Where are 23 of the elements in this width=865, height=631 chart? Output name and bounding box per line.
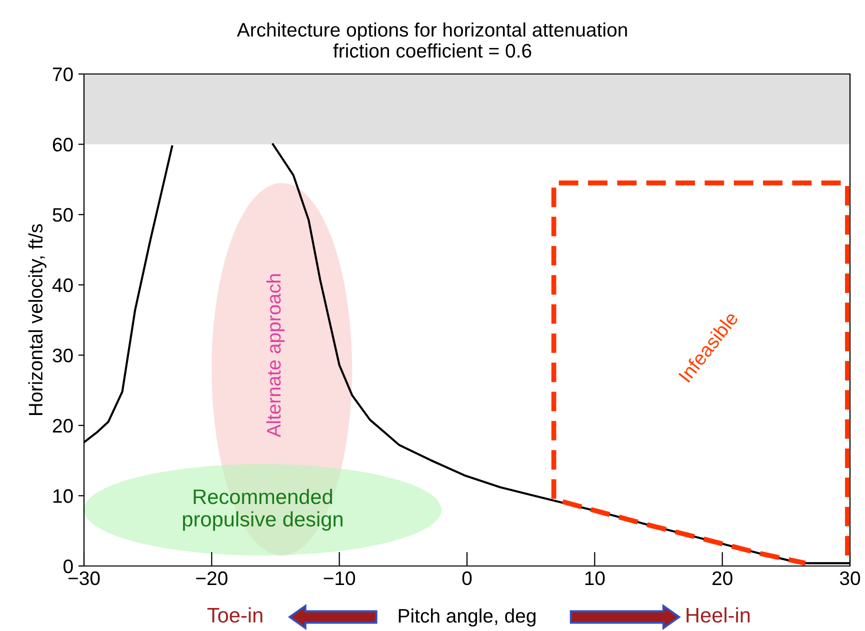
y-tick-label: 70: [52, 67, 73, 82]
chart-title: Architecture options for horizontal attenuation friction coefficient = 0.6: [236, 22, 627, 58]
annotation: Recommended propulsive design: [183, 488, 342, 531]
y-tick-label: 40: [52, 278, 73, 292]
x-tick-label: −30: [68, 571, 100, 586]
x-tick-label: −10: [324, 571, 356, 586]
y-axis-title: Horizontal velocity, ft/s: [28, 224, 46, 415]
x-tick-label: 0: [462, 571, 472, 586]
y-tick-label: 50: [52, 208, 73, 222]
x-tick-label: 30: [840, 571, 860, 586]
y-tick-label: 0: [64, 559, 73, 574]
text: Heel-in: [686, 607, 750, 623]
y-tick-label: 60: [52, 138, 73, 152]
line-series: [551, 180, 850, 566]
annotation: Alternate approach: [266, 274, 285, 438]
y-tick-label: 20: [52, 418, 73, 433]
text: Toe-in: [207, 607, 262, 623]
x-axis-title: Pitch angle, deg: [398, 608, 536, 627]
x-tick-label: −20: [196, 571, 228, 586]
y-tick-label: 30: [52, 348, 73, 362]
x-tick-label: 20: [712, 571, 732, 586]
x-tick-label: 10: [585, 571, 605, 586]
y-tick-label: 10: [53, 489, 73, 503]
